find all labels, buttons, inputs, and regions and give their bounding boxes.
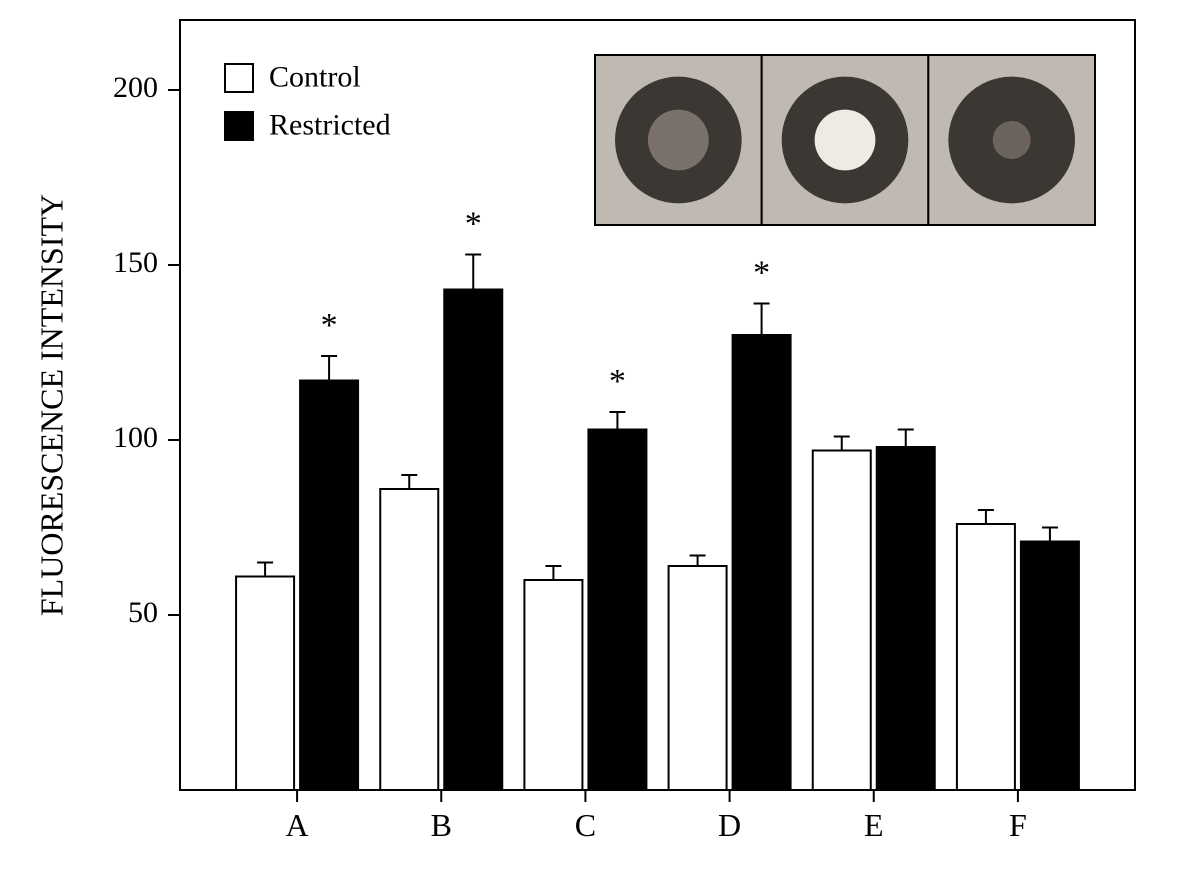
legend-label: Restricted [269,108,391,141]
bar-control [236,577,294,791]
significance-marker: * [753,255,770,292]
inset-cell-core [993,121,1031,159]
y-tick-label: 150 [113,246,158,279]
chart-svg: 50 100 150 200 FLUORESCENCE INTENSITY * A * B * C *… [0,0,1196,885]
x-tick-label: E [864,807,884,843]
y-axis-title: FLUORESCENCE INTENSITY [33,194,69,616]
inset-cell-core [648,110,709,171]
legend-swatch [225,64,253,92]
y-tick-label: 100 [113,421,158,454]
bar-control [957,524,1015,790]
significance-marker: * [465,206,482,243]
x-tick-label: F [1009,807,1027,843]
legend-label: Control [269,60,361,93]
bar-control [669,566,727,790]
x-tick-label: C [575,807,596,843]
figure-root: 50 100 150 200 FLUORESCENCE INTENSITY * A * B * C *… [0,0,1196,885]
bar-restricted [1021,542,1079,791]
x-tick-label: B [431,807,452,843]
bar-restricted [733,335,791,790]
bar-restricted [300,381,358,791]
y-tick-label: 200 [113,71,158,104]
y-tick-label: 50 [128,596,158,629]
bar-restricted [588,430,646,791]
significance-marker: * [609,363,626,400]
bar-restricted [444,290,502,791]
bar-restricted [877,447,935,790]
bar-control [813,451,871,791]
bar-control [380,489,438,790]
legend-swatch [225,112,253,140]
bar-control [524,580,582,790]
x-tick-label: D [718,807,741,843]
x-tick-label: A [286,807,309,843]
inset-cell-core [815,110,876,171]
significance-marker: * [321,307,338,344]
